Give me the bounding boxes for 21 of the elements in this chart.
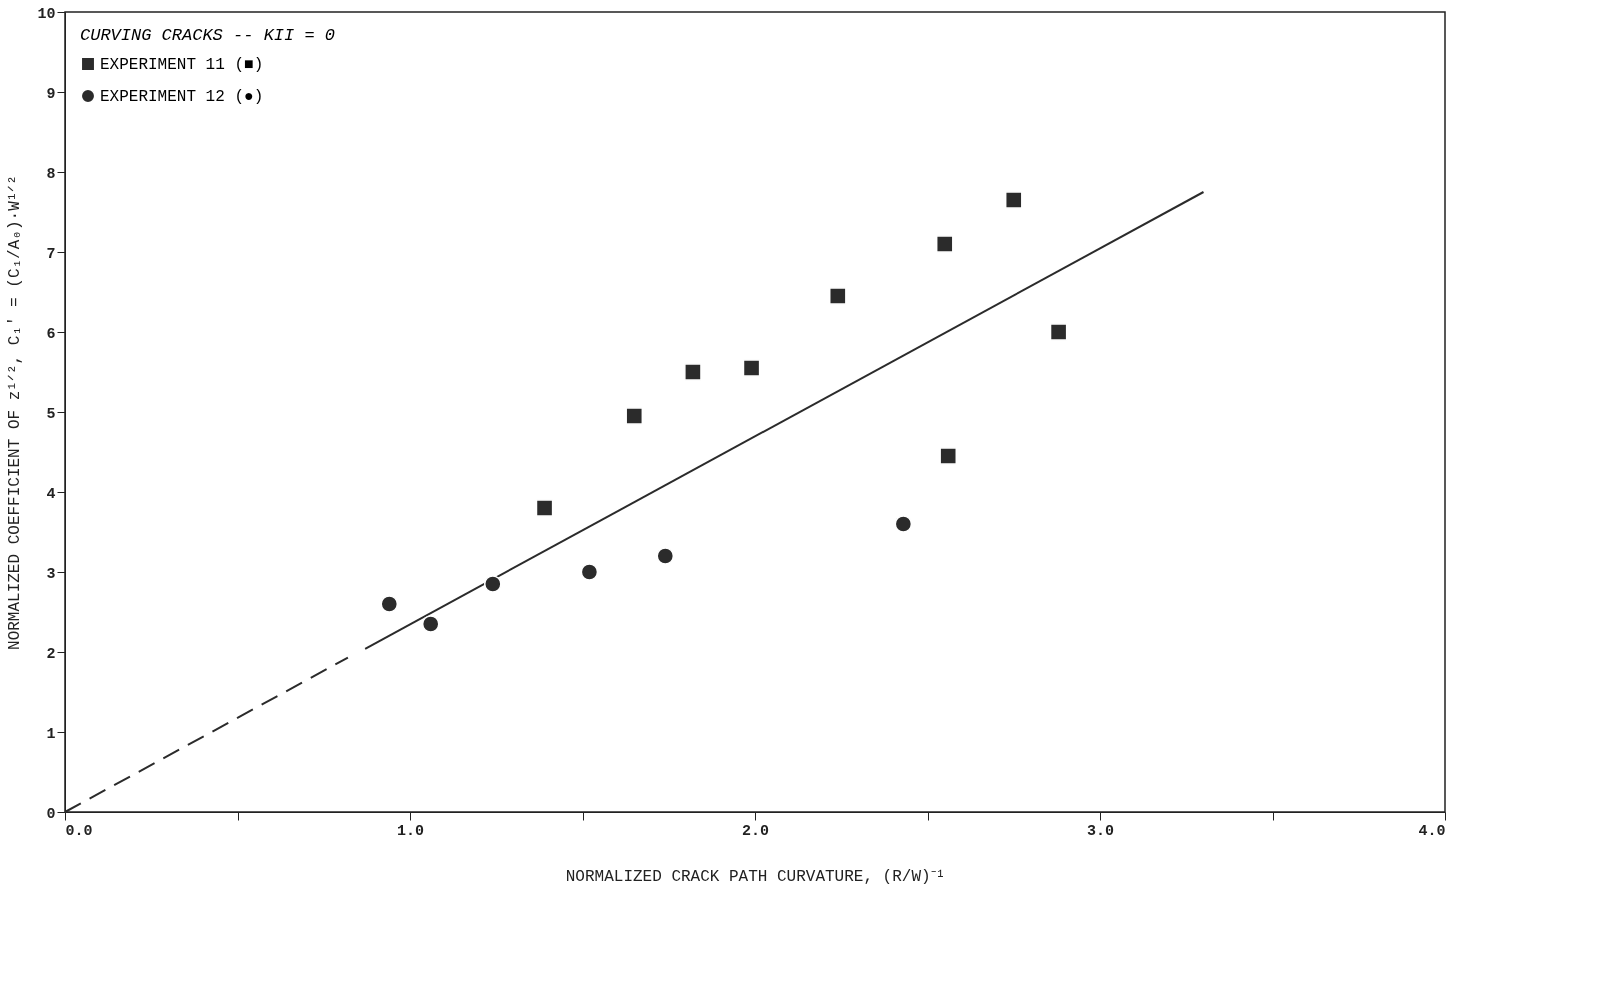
x-tick-label: 3.0 xyxy=(1086,822,1115,840)
y-tick-label: 1 xyxy=(46,725,56,743)
y-tick-label: 4 xyxy=(46,485,56,503)
y-tick-label: 7 xyxy=(46,245,56,263)
x-tick-label: 1.0 xyxy=(396,822,425,840)
legend-label: EXPERIMENT 12 (●) xyxy=(100,88,264,106)
y-tick-label: 6 xyxy=(46,325,56,343)
legend-label: EXPERIMENT 11 (■) xyxy=(100,56,264,74)
legend-title: CURVING CRACKS -- KII = 0 xyxy=(80,26,336,45)
y-tick-label: 5 xyxy=(46,405,56,423)
y-tick-label: 10 xyxy=(37,5,56,23)
y-tick-label: 0 xyxy=(46,805,56,823)
y-tick-label: 9 xyxy=(46,85,56,103)
y-tick-label: 3 xyxy=(46,565,56,583)
y-tick-label: 8 xyxy=(46,165,56,183)
x-tick-label: 4.0 xyxy=(1418,822,1446,840)
x-tick-label: 0.0 xyxy=(65,822,93,840)
y-axis-title: NORMALIZED COEFFICIENT OF z¹ᐟ², C₁' = (C₁/A₀)·W¹ᐟ² xyxy=(6,175,25,650)
x-tick-label: 2.0 xyxy=(741,822,770,840)
y-tick-label: 2 xyxy=(46,645,56,663)
x-axis-title: NORMALIZED CRACK PATH CURVATURE, (R/W)⁻¹ xyxy=(565,867,946,886)
